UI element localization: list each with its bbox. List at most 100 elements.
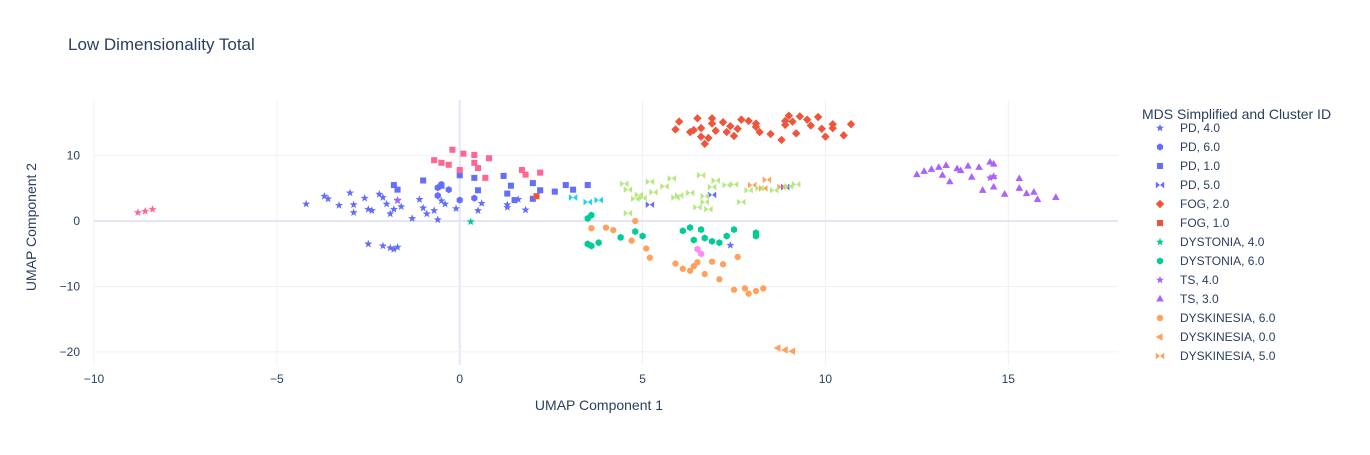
legend-marker xyxy=(1156,237,1164,246)
data-point xyxy=(781,346,788,354)
data-point xyxy=(696,123,706,133)
data-point xyxy=(788,347,796,356)
data-point xyxy=(685,127,695,137)
legend-marker xyxy=(1155,181,1165,189)
data-point xyxy=(349,200,358,209)
data-point xyxy=(685,189,695,197)
legend-marker xyxy=(1156,275,1164,284)
data-point xyxy=(584,182,591,189)
data-point xyxy=(471,159,478,166)
data-point xyxy=(364,205,373,213)
data-point xyxy=(537,187,544,194)
data-point xyxy=(386,209,395,218)
data-point xyxy=(397,202,406,211)
y-tick-label: 10 xyxy=(67,149,81,163)
data-point xyxy=(594,196,603,204)
data-point xyxy=(646,254,654,261)
data-point xyxy=(631,195,640,203)
data-point xyxy=(438,159,445,166)
data-point xyxy=(733,124,742,133)
data-point xyxy=(690,236,697,244)
data-point xyxy=(708,258,716,265)
data-point xyxy=(386,243,395,252)
data-point xyxy=(645,201,655,209)
data-point xyxy=(430,206,439,214)
y-axis-label: UMAP Component 2 xyxy=(23,163,39,291)
data-point xyxy=(632,217,639,225)
data-point xyxy=(521,205,530,214)
data-point xyxy=(1022,189,1031,197)
data-point xyxy=(623,186,633,194)
data-point xyxy=(716,276,723,283)
y-tick-label: −20 xyxy=(60,345,81,359)
data-point xyxy=(679,265,686,272)
data-point xyxy=(762,176,772,184)
data-point xyxy=(700,192,709,200)
data-point xyxy=(415,195,424,203)
data-point xyxy=(938,171,947,178)
data-point xyxy=(394,186,401,193)
data-point xyxy=(474,187,482,194)
data-point xyxy=(588,211,595,219)
x-tick-label: 10 xyxy=(819,372,833,386)
legend-item-label: FOG, 2.0 xyxy=(1180,197,1230,211)
data-point xyxy=(741,285,749,292)
data-point xyxy=(697,225,705,234)
data-point xyxy=(752,232,760,240)
data-point xyxy=(745,290,752,297)
data-point xyxy=(562,182,569,189)
data-point xyxy=(335,201,344,209)
data-point xyxy=(978,186,987,193)
x-tick-label: 15 xyxy=(1002,372,1016,386)
data-point xyxy=(693,114,702,123)
data-point xyxy=(672,260,679,267)
data-point xyxy=(679,227,686,235)
data-point xyxy=(935,163,943,170)
data-point xyxy=(537,169,544,176)
data-point xyxy=(700,139,709,149)
data-point xyxy=(722,127,731,137)
data-point xyxy=(518,166,525,174)
data-point xyxy=(445,186,452,194)
data-points xyxy=(133,111,1060,356)
data-point xyxy=(645,178,655,186)
data-point xyxy=(674,117,684,126)
data-point xyxy=(777,183,786,191)
data-point xyxy=(419,203,428,212)
data-point xyxy=(711,126,720,135)
data-point xyxy=(1030,188,1038,195)
data-point xyxy=(726,121,735,131)
data-point xyxy=(466,217,475,226)
x-tick-label: −5 xyxy=(270,372,284,386)
data-point xyxy=(760,285,767,292)
data-point xyxy=(393,243,402,251)
data-point xyxy=(148,205,157,213)
data-point xyxy=(953,164,961,172)
data-point xyxy=(485,155,492,162)
data-point xyxy=(964,161,972,169)
data-point xyxy=(375,190,384,198)
data-point xyxy=(986,157,994,165)
data-point xyxy=(610,227,617,234)
data-point xyxy=(707,114,717,123)
data-point xyxy=(744,116,753,126)
legend-item-label: PD, 1.0 xyxy=(1180,159,1220,173)
legend-item-label: FOG, 1.0 xyxy=(1180,216,1230,230)
data-point xyxy=(781,120,790,130)
data-point xyxy=(817,124,826,133)
data-point xyxy=(693,203,702,211)
data-point xyxy=(460,150,467,157)
data-point xyxy=(595,239,602,247)
data-point xyxy=(378,241,387,250)
data-point xyxy=(503,203,512,211)
data-point xyxy=(602,224,610,231)
data-point xyxy=(671,125,680,134)
legend: MDS Simplified and Cluster ID PD, 4.0 PD,… xyxy=(1142,106,1331,363)
data-point xyxy=(360,193,369,202)
data-point xyxy=(449,146,456,153)
data-point xyxy=(346,188,354,197)
data-point xyxy=(777,135,786,145)
data-point xyxy=(920,167,928,174)
